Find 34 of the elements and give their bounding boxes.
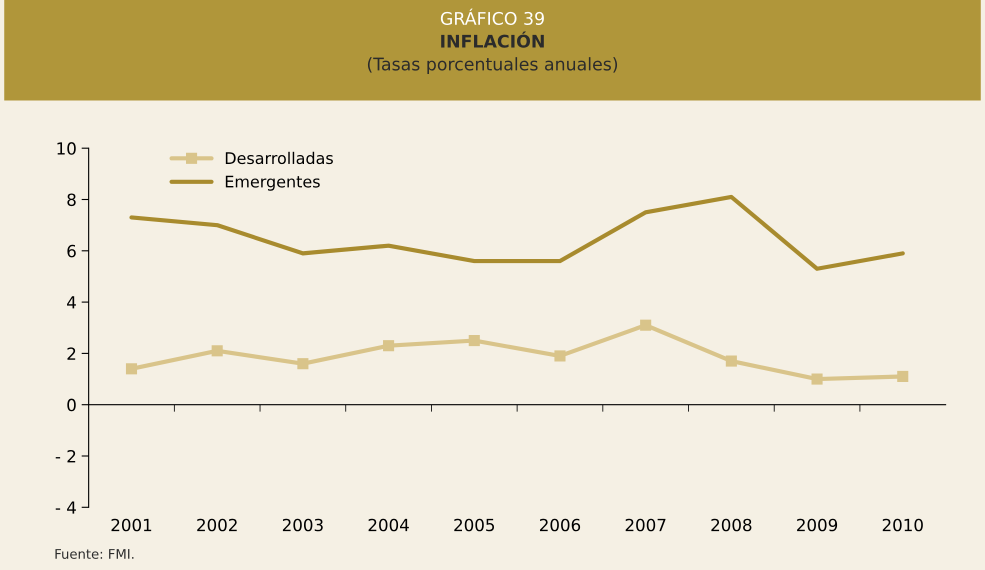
y-tick-label: 0 — [67, 398, 76, 412]
point — [812, 373, 823, 385]
x-tick-label: 2010 — [882, 518, 923, 532]
point — [126, 363, 138, 374]
chart-title: GRÁFICO 39 — [440, 8, 544, 25]
point — [383, 340, 394, 352]
legend-label: Emergentes — [226, 176, 320, 191]
point — [468, 335, 480, 346]
x-tick-label: 2008 — [711, 518, 752, 532]
y-tick-label: 10 — [57, 142, 76, 155]
y-tick-label: 8 — [67, 193, 76, 206]
y-tick-label: - 4 — [56, 501, 76, 514]
x-tick-label: 2006 — [540, 518, 580, 532]
chart-subtitle: INFLACIÓN (Tasas porcentuales anuales) — [368, 31, 618, 74]
x-tick-label: 2007 — [626, 518, 666, 532]
x-tick-label: 2001 — [112, 518, 152, 532]
point — [640, 320, 652, 331]
line-series — [129, 194, 905, 271]
x-tick-label: 2002 — [197, 518, 237, 532]
point — [297, 358, 308, 370]
y-tick-label: 6 — [67, 244, 76, 258]
y-tick-label: 4 — [67, 296, 76, 308]
point — [726, 356, 737, 367]
x-tick-label: 2003 — [282, 518, 323, 532]
y-tick-label: 2 — [67, 347, 76, 360]
point — [897, 370, 908, 382]
x-tick-label: 2005 — [454, 518, 494, 532]
x-tick-label: 2004 — [368, 518, 409, 532]
point — [212, 345, 223, 356]
y-tick-label: - 2 — [56, 450, 76, 462]
legend-label: Desarrolladas — [226, 152, 333, 164]
point — [554, 350, 566, 362]
source-note: Fuente: FMI. — [55, 549, 134, 559]
x-tick-label: 2009 — [797, 518, 838, 532]
